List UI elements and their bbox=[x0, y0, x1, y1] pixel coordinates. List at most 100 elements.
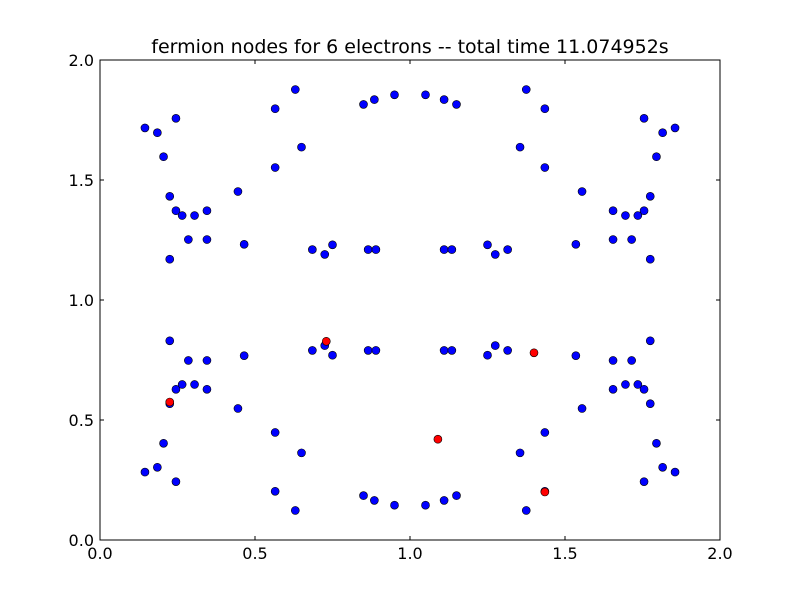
point-s0-3 bbox=[165, 192, 175, 201]
point-s0-15 bbox=[270, 163, 280, 172]
point-s0-28 bbox=[452, 100, 461, 109]
point-s0-99 bbox=[645, 399, 655, 408]
point-s0-61 bbox=[184, 356, 193, 365]
point-s0-37 bbox=[540, 163, 550, 172]
point-s0-97 bbox=[627, 356, 636, 365]
point-s0-85 bbox=[503, 346, 512, 355]
point-s0-41 bbox=[621, 211, 630, 220]
point-s0-5 bbox=[171, 206, 181, 216]
point-s0-73 bbox=[363, 346, 373, 355]
point-s0-64 bbox=[233, 404, 243, 413]
point-s0-20 bbox=[328, 240, 337, 250]
point-s0-81 bbox=[439, 346, 449, 355]
point-s0-92 bbox=[608, 384, 618, 394]
point-s0-7 bbox=[190, 211, 199, 220]
point-s0-52 bbox=[140, 467, 150, 477]
point-s0-13 bbox=[239, 240, 249, 249]
point-s0-46 bbox=[639, 114, 649, 123]
point-s0-14 bbox=[270, 104, 280, 114]
point-s0-2 bbox=[159, 152, 168, 162]
point-s0-45 bbox=[627, 235, 636, 244]
point-s0-10 bbox=[202, 235, 212, 244]
point-s0-32 bbox=[490, 250, 500, 259]
point-s0-49 bbox=[658, 128, 667, 138]
point-s0-101 bbox=[658, 462, 667, 472]
point-s0-82 bbox=[447, 346, 457, 355]
point-s0-19 bbox=[320, 250, 330, 259]
x-tick-label-1: 0.5 bbox=[242, 544, 267, 563]
ticks-layer: 0.0 0.5 1.0 1.5 2.0 0.0 0.5 1.0 1.5 2.0 bbox=[69, 51, 733, 563]
point-s0-17 bbox=[297, 142, 306, 152]
point-s0-80 bbox=[452, 491, 461, 500]
point-s0-36 bbox=[540, 104, 550, 114]
point-s1-0 bbox=[165, 397, 175, 407]
point-s0-76 bbox=[370, 496, 379, 505]
point-s0-69 bbox=[297, 448, 306, 458]
point-s0-4 bbox=[171, 114, 181, 123]
point-s0-68 bbox=[290, 506, 300, 515]
point-s0-34 bbox=[515, 142, 525, 152]
point-s0-0 bbox=[140, 123, 150, 133]
point-s0-47 bbox=[645, 192, 655, 201]
point-s0-65 bbox=[239, 351, 249, 360]
y-tick-label-3: 1.5 bbox=[69, 171, 94, 190]
point-s0-29 bbox=[439, 245, 449, 254]
point-s0-30 bbox=[447, 245, 457, 254]
point-s0-62 bbox=[202, 356, 212, 365]
x-tick-label-0: 0.0 bbox=[87, 544, 112, 563]
point-s0-33 bbox=[503, 245, 512, 254]
point-s0-57 bbox=[171, 384, 181, 394]
point-s0-24 bbox=[370, 95, 379, 104]
x-tick-label-2: 1.0 bbox=[397, 544, 422, 563]
point-s0-50 bbox=[670, 123, 680, 133]
point-s0-98 bbox=[639, 477, 649, 486]
point-s0-58 bbox=[177, 380, 187, 389]
point-s0-90 bbox=[571, 351, 581, 360]
point-s0-94 bbox=[633, 380, 643, 389]
point-s0-1 bbox=[153, 128, 162, 138]
point-s0-95 bbox=[639, 384, 649, 394]
point-s0-43 bbox=[639, 206, 649, 216]
point-s0-75 bbox=[359, 491, 368, 500]
point-s0-26 bbox=[421, 90, 430, 100]
chart-title: fermion nodes for 6 electrons -- total t… bbox=[151, 36, 668, 58]
point-s0-67 bbox=[270, 428, 280, 437]
point-s0-40 bbox=[608, 206, 618, 216]
point-s0-56 bbox=[171, 477, 181, 486]
point-s0-23 bbox=[359, 100, 368, 109]
point-s0-103 bbox=[645, 336, 655, 346]
point-s0-48 bbox=[652, 152, 661, 162]
point-s0-6 bbox=[177, 211, 187, 220]
point-s1-2 bbox=[433, 434, 443, 444]
point-s0-53 bbox=[153, 462, 162, 472]
y-tick-label-2: 1.0 bbox=[69, 291, 94, 310]
point-s0-31 bbox=[483, 240, 492, 250]
y-tick-label-0: 0.0 bbox=[69, 531, 94, 550]
plot-frame bbox=[99, 59, 721, 541]
point-s0-66 bbox=[270, 486, 280, 496]
point-s0-9 bbox=[184, 235, 193, 244]
point-s0-93 bbox=[621, 380, 630, 389]
point-s0-59 bbox=[190, 380, 199, 389]
point-s0-74 bbox=[371, 346, 381, 355]
point-s0-83 bbox=[483, 350, 492, 360]
point-s0-102 bbox=[670, 467, 680, 477]
point-s0-22 bbox=[371, 245, 381, 254]
point-s0-35 bbox=[521, 85, 531, 94]
point-s0-25 bbox=[390, 90, 399, 100]
x-tick-label-3: 1.5 bbox=[552, 544, 577, 563]
point-s0-63 bbox=[165, 336, 175, 346]
point-s0-79 bbox=[439, 496, 449, 505]
point-s0-16 bbox=[290, 85, 300, 94]
point-s0-96 bbox=[608, 356, 618, 365]
point-s1-4 bbox=[540, 487, 550, 497]
point-s0-21 bbox=[363, 245, 373, 254]
point-s0-11 bbox=[165, 254, 175, 264]
y-tick-label-4: 2.0 bbox=[69, 51, 94, 70]
point-s0-18 bbox=[308, 245, 317, 254]
x-tick-label-4: 2.0 bbox=[707, 544, 732, 563]
point-s0-54 bbox=[159, 438, 168, 448]
point-s0-27 bbox=[439, 95, 449, 104]
point-s0-42 bbox=[633, 211, 643, 220]
